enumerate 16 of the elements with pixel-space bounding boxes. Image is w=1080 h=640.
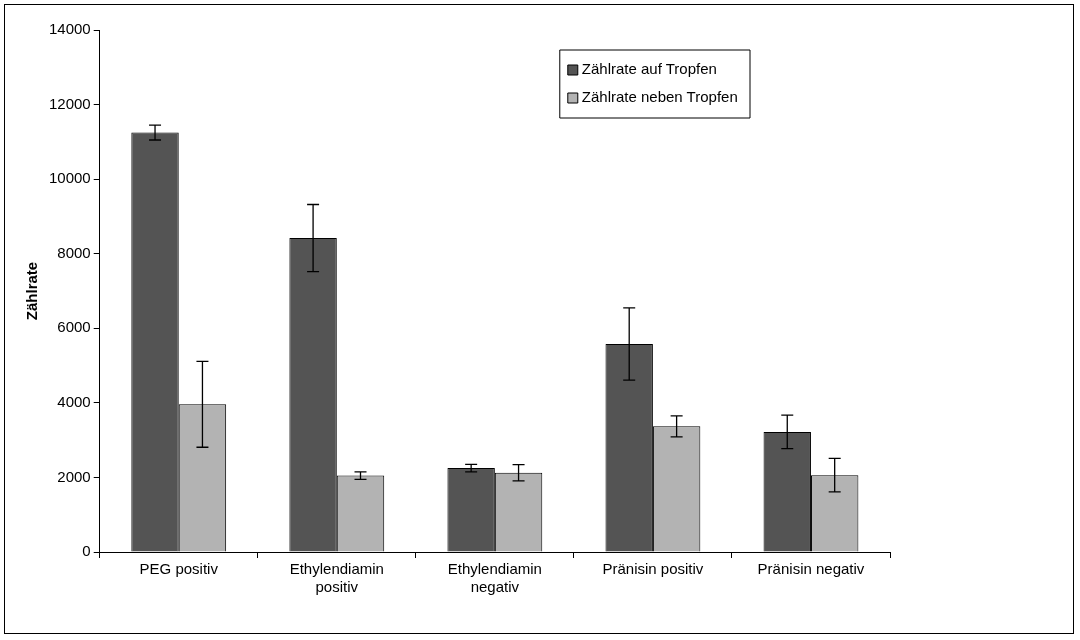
y-tick-label: 2000 [57,467,91,485]
legend-label: Zählrate neben Tropfen [581,88,738,106]
y-tick-label: 6000 [57,318,91,336]
y-axis-title: Zählrate [23,261,41,321]
y-tick-label: 14000 [48,20,91,38]
x-tick-label: Pränisin positiv [602,560,704,578]
y-tick-label: 4000 [57,393,91,410]
y-tick-label: 12000 [48,94,91,112]
x-tick-label: Ethylendiamin positiv [289,560,384,596]
y-tick-label: 10000 [48,169,91,187]
y-tick-label: 8000 [57,243,91,261]
x-tick-label: PEG positiv [139,560,219,578]
x-tick-label: Pränisin negativ [757,560,865,578]
x-tick-label: Ethylendiamin negativ [447,560,542,596]
legend-label: Zählrate auf Tropfen [581,60,717,78]
y-tick-label: 0 [82,542,91,560]
